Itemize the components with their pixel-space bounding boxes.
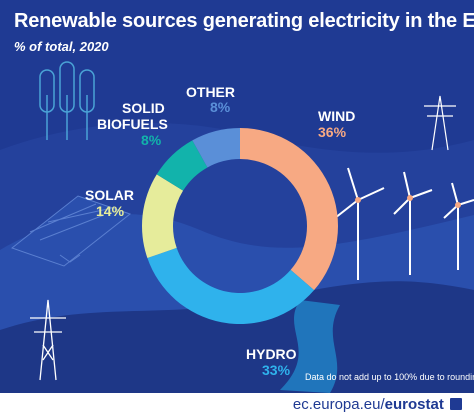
source-site: ec.europa.eu/ <box>292 396 385 413</box>
footnote: Data do not add up to 100% due to roundi… <box>305 372 474 382</box>
label-hydro: HYDRO <box>246 346 297 362</box>
value-label-wind: 36% <box>318 124 347 140</box>
value-label-solid-biofuels: 8% <box>141 132 162 148</box>
eu-flag-icon <box>450 398 462 410</box>
chart-subtitle: % of total, 2020 <box>14 39 109 54</box>
slice-solid-biofuels <box>156 140 208 191</box>
slice-solar <box>142 174 184 259</box>
value-label-other: 8% <box>210 99 231 115</box>
power-pylon-icon <box>424 95 456 151</box>
power-pylon-icon <box>30 299 66 381</box>
source-brand: eurostat <box>384 396 444 413</box>
label-other: OTHER <box>186 84 235 100</box>
label-solid: SOLID <box>122 100 165 116</box>
label-solar: SOLAR <box>85 187 134 203</box>
chart-title: Renewable sources generating electricity… <box>14 10 474 32</box>
label-biofuels: BIOFUELS <box>97 116 168 132</box>
footer: ec.europa.eu/eurostat <box>0 393 474 415</box>
solar-panel-icon <box>10 195 132 267</box>
source-credit[interactable]: ec.europa.eu/eurostat <box>293 396 462 413</box>
tree-icon <box>39 61 95 140</box>
slice-wind <box>240 128 338 291</box>
value-label-hydro: 33% <box>262 362 291 378</box>
wind-turbine-icon <box>334 167 474 280</box>
slice-hydro <box>147 247 315 324</box>
value-label-solar: 14% <box>96 203 125 219</box>
label-wind: WIND <box>318 108 356 124</box>
donut-chart <box>142 128 338 324</box>
slice-other <box>192 128 240 168</box>
